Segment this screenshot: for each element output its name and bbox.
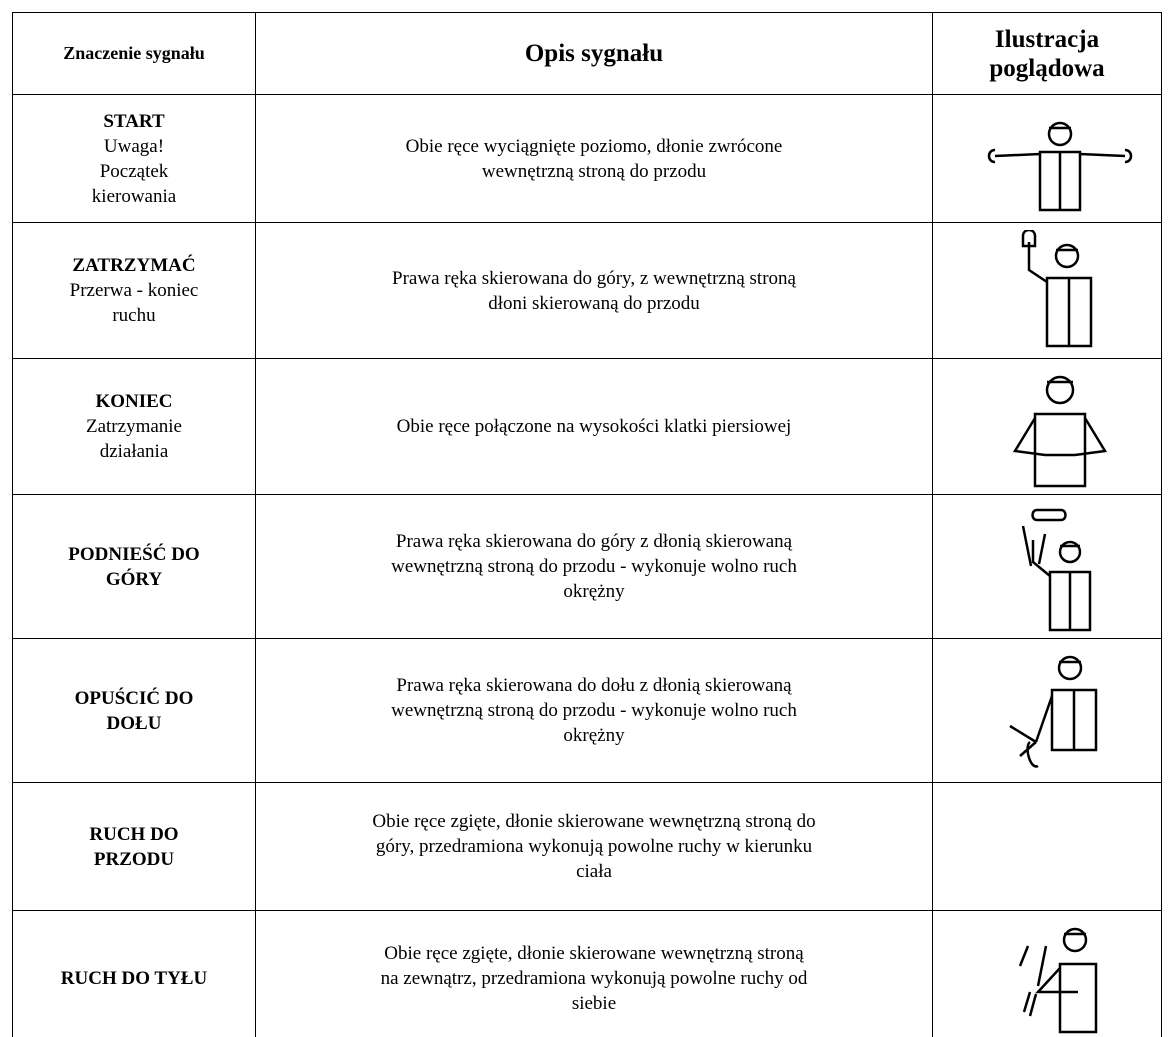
signal-title: DOŁU (106, 712, 162, 734)
description-text: siebie (571, 992, 617, 1014)
signal-subtitle: Uwaga! (103, 135, 165, 157)
description-cell: Prawa ręka skierowana do dołu z dłonią s… (255, 638, 932, 782)
description-text: okrężny (563, 581, 625, 602)
header-text: Ilustracja (994, 25, 1100, 53)
illustration (1021, 508, 1092, 632)
description-text: Prawa ręka skierowana do góry, z wewnętr… (392, 267, 796, 289)
description-text: Obie ręce zgięte, dłonie skierowane wewn… (384, 942, 804, 964)
signal-title: OPUŚCIĆ DO (74, 687, 194, 709)
signal-subtitle: Zatrzymanie (85, 416, 182, 437)
header-text: Znaczenie sygnału (63, 43, 205, 63)
signal-cell: RUCH DO PRZODU (12, 782, 255, 910)
description-text: wewnętrzną stroną do przodu (481, 160, 707, 182)
illustration-cell (932, 494, 1162, 638)
description-text: Obie ręce wyciągnięte poziomo, dłonie zw… (405, 135, 783, 157)
description-cell: Obie ręce wyciągnięte poziomo, dłonie zw… (255, 94, 932, 222)
header-cell: Ilustracja poglądowa (932, 12, 1162, 94)
signal-title: RUCH DO TYŁU (60, 967, 208, 989)
illustration (1018, 927, 1098, 1034)
signal-cell: OPUŚCIĆ DO DOŁU (12, 638, 255, 782)
signal-cell: KONIEC Zatrzymanie działania (12, 358, 255, 494)
description-text: dłoni skierowaną do przodu (488, 292, 700, 314)
illustration-cell (932, 782, 1162, 910)
description-cell: Obie ręce połączone na wysokości klatki … (255, 358, 932, 494)
illustration (1009, 655, 1098, 768)
signal-title: PRZODU (93, 848, 175, 870)
signal-title: KONIEC (95, 391, 173, 412)
illustration-cell (932, 910, 1162, 1037)
description-text: ciała (576, 861, 612, 882)
description-text: wewnętrzną stroną do przodu - wykonuje w… (391, 556, 797, 577)
illustration-cell (932, 358, 1162, 494)
signal-cell: ZATRZYMAĆ Przerwa - koniec ruchu (12, 222, 255, 358)
signal-cell: PODNIEŚĆ DO GÓRY (12, 494, 255, 638)
signal-subtitle: Przerwa - koniec (69, 280, 199, 301)
description-text: Prawa ręka skierowana do góry z dłonią s… (395, 531, 793, 552)
signal-cell: RUCH DO TYŁU (12, 910, 255, 1037)
illustration (1021, 230, 1093, 348)
description-text: Prawa ręka skierowana do dołu z dłonią s… (396, 675, 792, 696)
signal-title: START (103, 110, 165, 132)
illustration-cell (932, 94, 1162, 222)
description-cell: Obie ręce zgięte, dłonie skierowane wewn… (255, 910, 932, 1037)
illustration (987, 121, 1133, 212)
signal-subtitle: działania (99, 441, 169, 462)
description-text: wewnętrzną stroną do przodu - wykonuje w… (391, 700, 797, 721)
description-text: okrężny (563, 725, 625, 746)
description-cell: Obie ręce zgięte, dłonie skierowane wewn… (255, 782, 932, 910)
signal-subtitle: ruchu (112, 305, 156, 326)
signal-title: PODNIEŚĆ DO (68, 543, 200, 565)
header-text: poglądowa (989, 54, 1105, 82)
description-text: góry, przedramiona wykonują powolne ruch… (375, 836, 813, 857)
illustration-cell (932, 222, 1162, 358)
header-text: Opis sygnału (524, 40, 664, 67)
description-cell: Prawa ręka skierowana do góry, z wewnętr… (255, 222, 932, 358)
description-text: Obie ręce połączone na wysokości klatki … (396, 416, 792, 437)
description-cell: Prawa ręka skierowana do góry z dłonią s… (255, 494, 932, 638)
header-cell: Opis sygnału (255, 12, 932, 94)
illustration-cell (932, 638, 1162, 782)
illustration (1012, 375, 1108, 488)
signal-subtitle: Początek (99, 160, 169, 182)
signal-title: GÓRY (105, 568, 163, 590)
signal-title: RUCH DO (89, 823, 179, 845)
description-text: na zewnątrz, przedramiona wykonują powol… (380, 967, 808, 989)
signal-subtitle: kierowania (91, 185, 177, 207)
signal-cell: START Uwaga! Początek kierowania (12, 94, 255, 222)
signal-title: ZATRZYMAĆ (72, 255, 196, 276)
description-text: Obie ręce zgięte, dłonie skierowane wewn… (372, 811, 816, 832)
header-cell: Znaczenie sygnału (12, 12, 255, 94)
